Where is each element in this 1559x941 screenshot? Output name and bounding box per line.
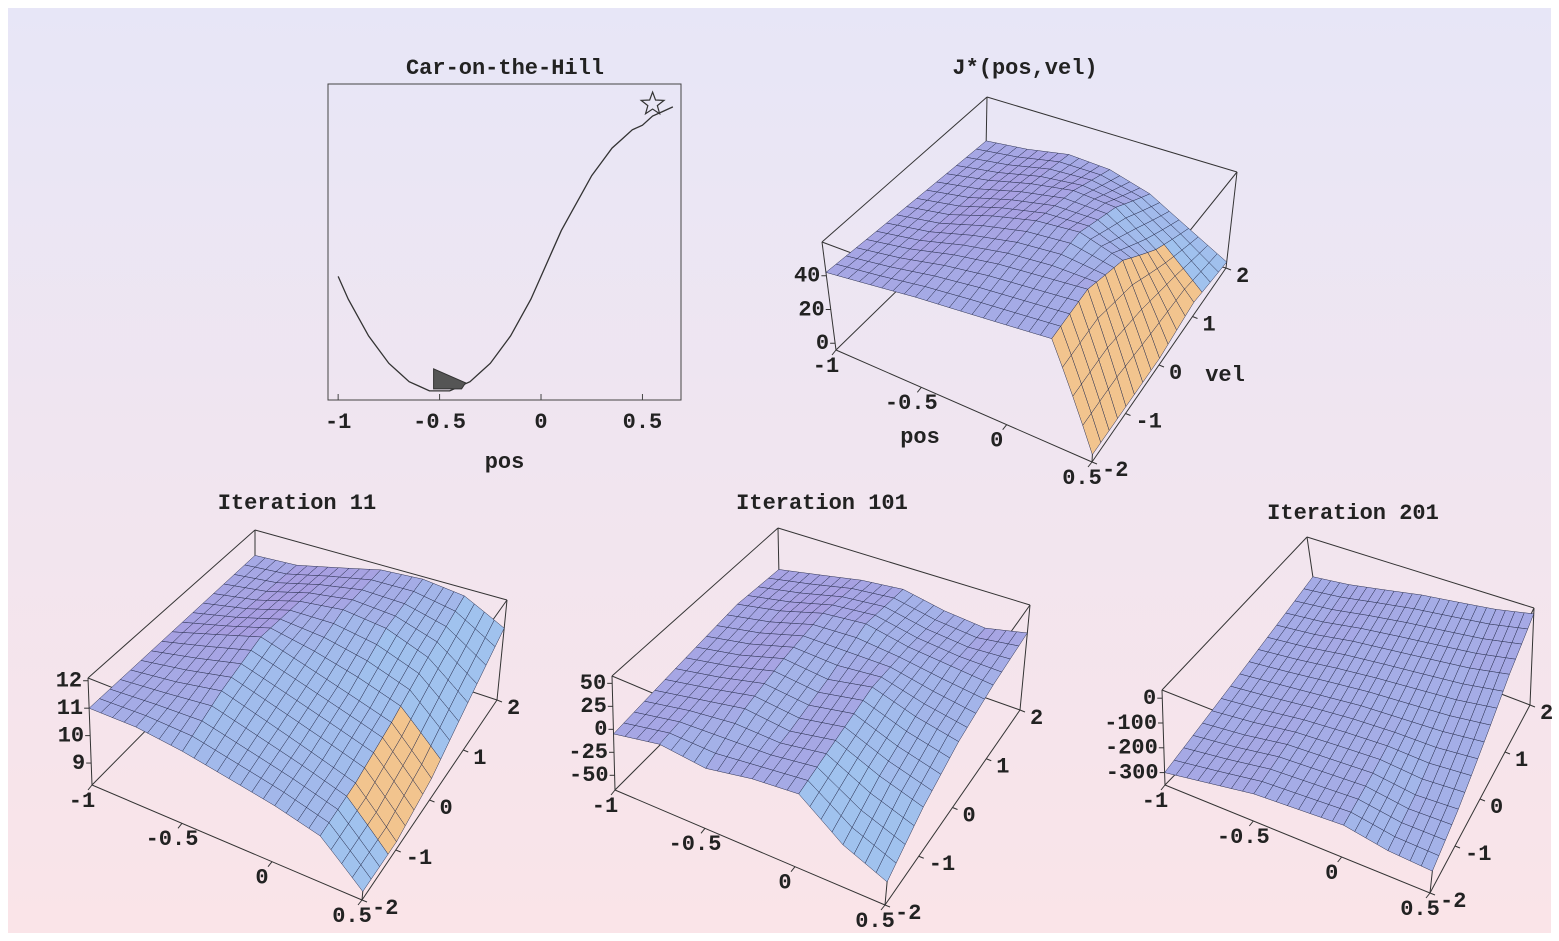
x-tick-label: 0.5 (855, 909, 895, 934)
x-tick-label: -0.5 (146, 827, 199, 852)
y-tick-label: -1 (406, 846, 432, 871)
z-tick-label: -300 (1106, 760, 1159, 785)
y-tick-label: -2 (372, 896, 398, 921)
x-tick-label: -0.5 (669, 832, 722, 857)
figure: Car-on-the-Hill pos -1 -0.5 0 0.5 J*(pos,vel) 0… (0, 0, 1559, 941)
z-tick-label: 25 (580, 694, 606, 719)
x-tick-label: 0.5 (1400, 897, 1440, 922)
x-tick-label: -1 (1142, 789, 1168, 814)
x-tick-label: 0 (990, 428, 1003, 453)
chart-title: Car-on-the-Hill (406, 56, 604, 81)
y-tick-label: -2 (895, 901, 921, 926)
y-tick-label: -1 (929, 852, 955, 877)
y-tick-label: 2 (507, 696, 520, 721)
x-tick-label: -1 (592, 794, 618, 819)
x-tick-label: -1 (69, 789, 95, 814)
z-tick-label: 0 (594, 717, 607, 742)
z-tick-label: 12 (56, 669, 82, 694)
z-tick-label: 20 (798, 297, 824, 322)
y-tick-label: 1 (1515, 748, 1528, 773)
x-axis-label: pos (485, 450, 525, 475)
chart-title: Iteration 11 (218, 491, 376, 516)
x-tick-label: 0.5 (1062, 466, 1102, 491)
x-axis-label: pos (900, 425, 940, 450)
x-tick-label: 0 (1325, 861, 1338, 886)
y-tick-label: 2 (1236, 264, 1249, 289)
chart-title: Iteration 201 (1267, 501, 1439, 526)
y-axis-label: vel (1205, 363, 1245, 388)
z-tick-label: 11 (57, 696, 83, 721)
y-tick-label: 0 (440, 796, 453, 821)
x-tick-label: 0.5 (332, 904, 372, 929)
y-tick-label: 0 (1490, 795, 1503, 820)
x-tick-label: 0 (534, 410, 547, 435)
y-tick-label: 0 (963, 803, 976, 828)
x-tick-label: 0 (778, 870, 791, 895)
z-tick-label: 50 (580, 671, 606, 696)
z-tick-label: 40 (794, 264, 820, 289)
z-tick-label: 0 (1143, 686, 1156, 711)
y-tick-label: 2 (1030, 706, 1043, 731)
y-tick-label: 0 (1169, 361, 1182, 386)
x-tick-label: -0.5 (1217, 825, 1270, 850)
y-tick-label: 1 (473, 746, 486, 771)
z-tick-label: 0 (816, 331, 829, 356)
z-tick-label: 9 (72, 751, 85, 776)
x-tick-label: 0 (255, 865, 268, 890)
chart-title: J*(pos,vel) (952, 56, 1097, 81)
z-tick-label: -100 (1104, 711, 1157, 736)
x-tick-label: 0.5 (623, 410, 663, 435)
x-tick-label: -0.5 (885, 391, 938, 416)
y-tick-label: -2 (1102, 458, 1128, 483)
x-tick-label: -1 (813, 354, 839, 379)
z-tick-label: -25 (568, 740, 608, 765)
y-tick-label: 1 (996, 755, 1009, 780)
y-tick-label: 2 (1540, 701, 1553, 726)
x-tick-label: -1 (325, 410, 351, 435)
y-tick-label: 1 (1203, 312, 1216, 337)
x-tick-label: -0.5 (413, 410, 466, 435)
z-tick-label: -200 (1105, 736, 1158, 761)
z-tick-label: 10 (58, 723, 84, 748)
chart-title: Iteration 101 (736, 491, 908, 516)
y-tick-label: -1 (1465, 842, 1491, 867)
y-tick-label: -2 (1440, 889, 1466, 914)
z-tick-label: -50 (569, 763, 609, 788)
y-tick-label: -1 (1136, 409, 1162, 434)
